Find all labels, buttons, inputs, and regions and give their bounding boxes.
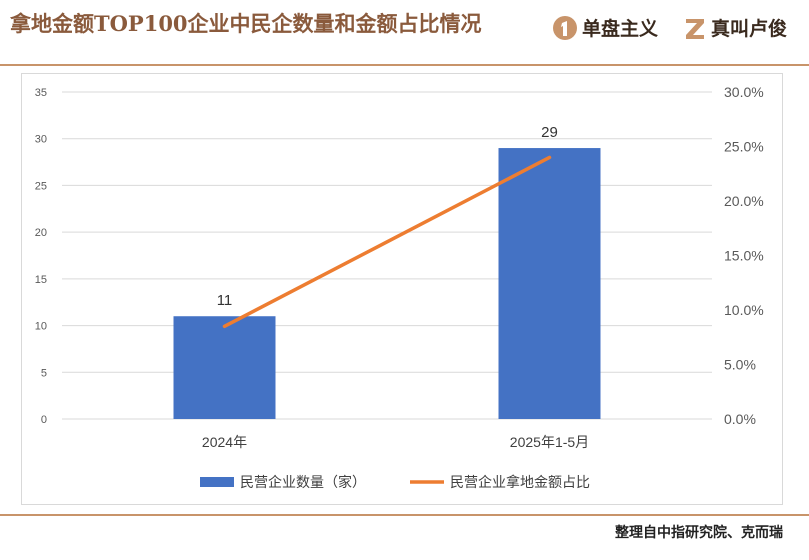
- left-tick-label: 10: [35, 321, 47, 333]
- legend-label: 民营企业拿地金额占比: [450, 474, 590, 490]
- left-tick-label: 25: [35, 180, 47, 192]
- brand-one-icon: [553, 15, 577, 40]
- bar: [173, 316, 276, 419]
- brand1-name: 单盘主义: [582, 18, 659, 40]
- chart-container: [21, 73, 783, 505]
- right-tick-label: 5.0%: [724, 357, 756, 373]
- bar: [498, 148, 601, 420]
- right-tick-label: 25.0%: [724, 139, 764, 155]
- left-tick-label: 30: [35, 134, 47, 146]
- line-series-path: [222, 155, 552, 329]
- left-tick-label: 0: [41, 414, 47, 426]
- bar-data-label: 11: [217, 292, 233, 309]
- x-axis-labels: 2024年 2025年1-5月: [202, 434, 589, 450]
- right-tick-label: 30.0%: [724, 84, 764, 100]
- header-divider: [0, 64, 809, 66]
- right-axis-ticks: 0.0% 5.0% 10.0% 15.0% 20.0% 25.0% 30.0%: [724, 84, 764, 427]
- brand-zhenjiaolujun: 真叫卢俊: [683, 14, 787, 41]
- page-title: 拿地金额TOP100企业中民企数量和金额占比情况: [10, 11, 482, 36]
- right-tick-label: 0.0%: [724, 411, 756, 427]
- left-tick-label: 5: [41, 367, 47, 379]
- right-tick-label: 15.0%: [724, 248, 764, 264]
- x-category-label: 2024年: [202, 434, 247, 450]
- legend-swatch-bar: [200, 477, 234, 487]
- brand2-name: 真叫卢俊: [711, 18, 788, 40]
- line-series: [222, 155, 552, 329]
- source-note: 整理自中指研究院、克而瑞: [615, 525, 783, 541]
- left-axis-ticks: 0 5 10 15 20 25 30 35: [35, 87, 47, 426]
- legend-label: 民营企业数量（家）: [240, 474, 366, 490]
- bar-data-label: 29: [541, 124, 558, 141]
- x-category-label: 2025年1-5月: [510, 434, 589, 450]
- chart-legend: 民营企业数量（家） 民营企业拿地金额占比: [200, 474, 590, 490]
- left-tick-label: 20: [35, 227, 47, 239]
- chart-grid: [62, 91, 712, 420]
- left-tick-label: 35: [35, 87, 47, 99]
- brand-danpanzhuyi: 单盘主义: [552, 14, 658, 41]
- bar-series: [173, 148, 601, 420]
- brand-z-icon: [686, 18, 704, 39]
- bar-data-labels: 11 29: [217, 124, 558, 309]
- footer-divider: [0, 514, 809, 516]
- right-tick-label: 10.0%: [724, 302, 764, 318]
- right-tick-label: 20.0%: [724, 193, 764, 209]
- left-tick-label: 15: [35, 274, 47, 286]
